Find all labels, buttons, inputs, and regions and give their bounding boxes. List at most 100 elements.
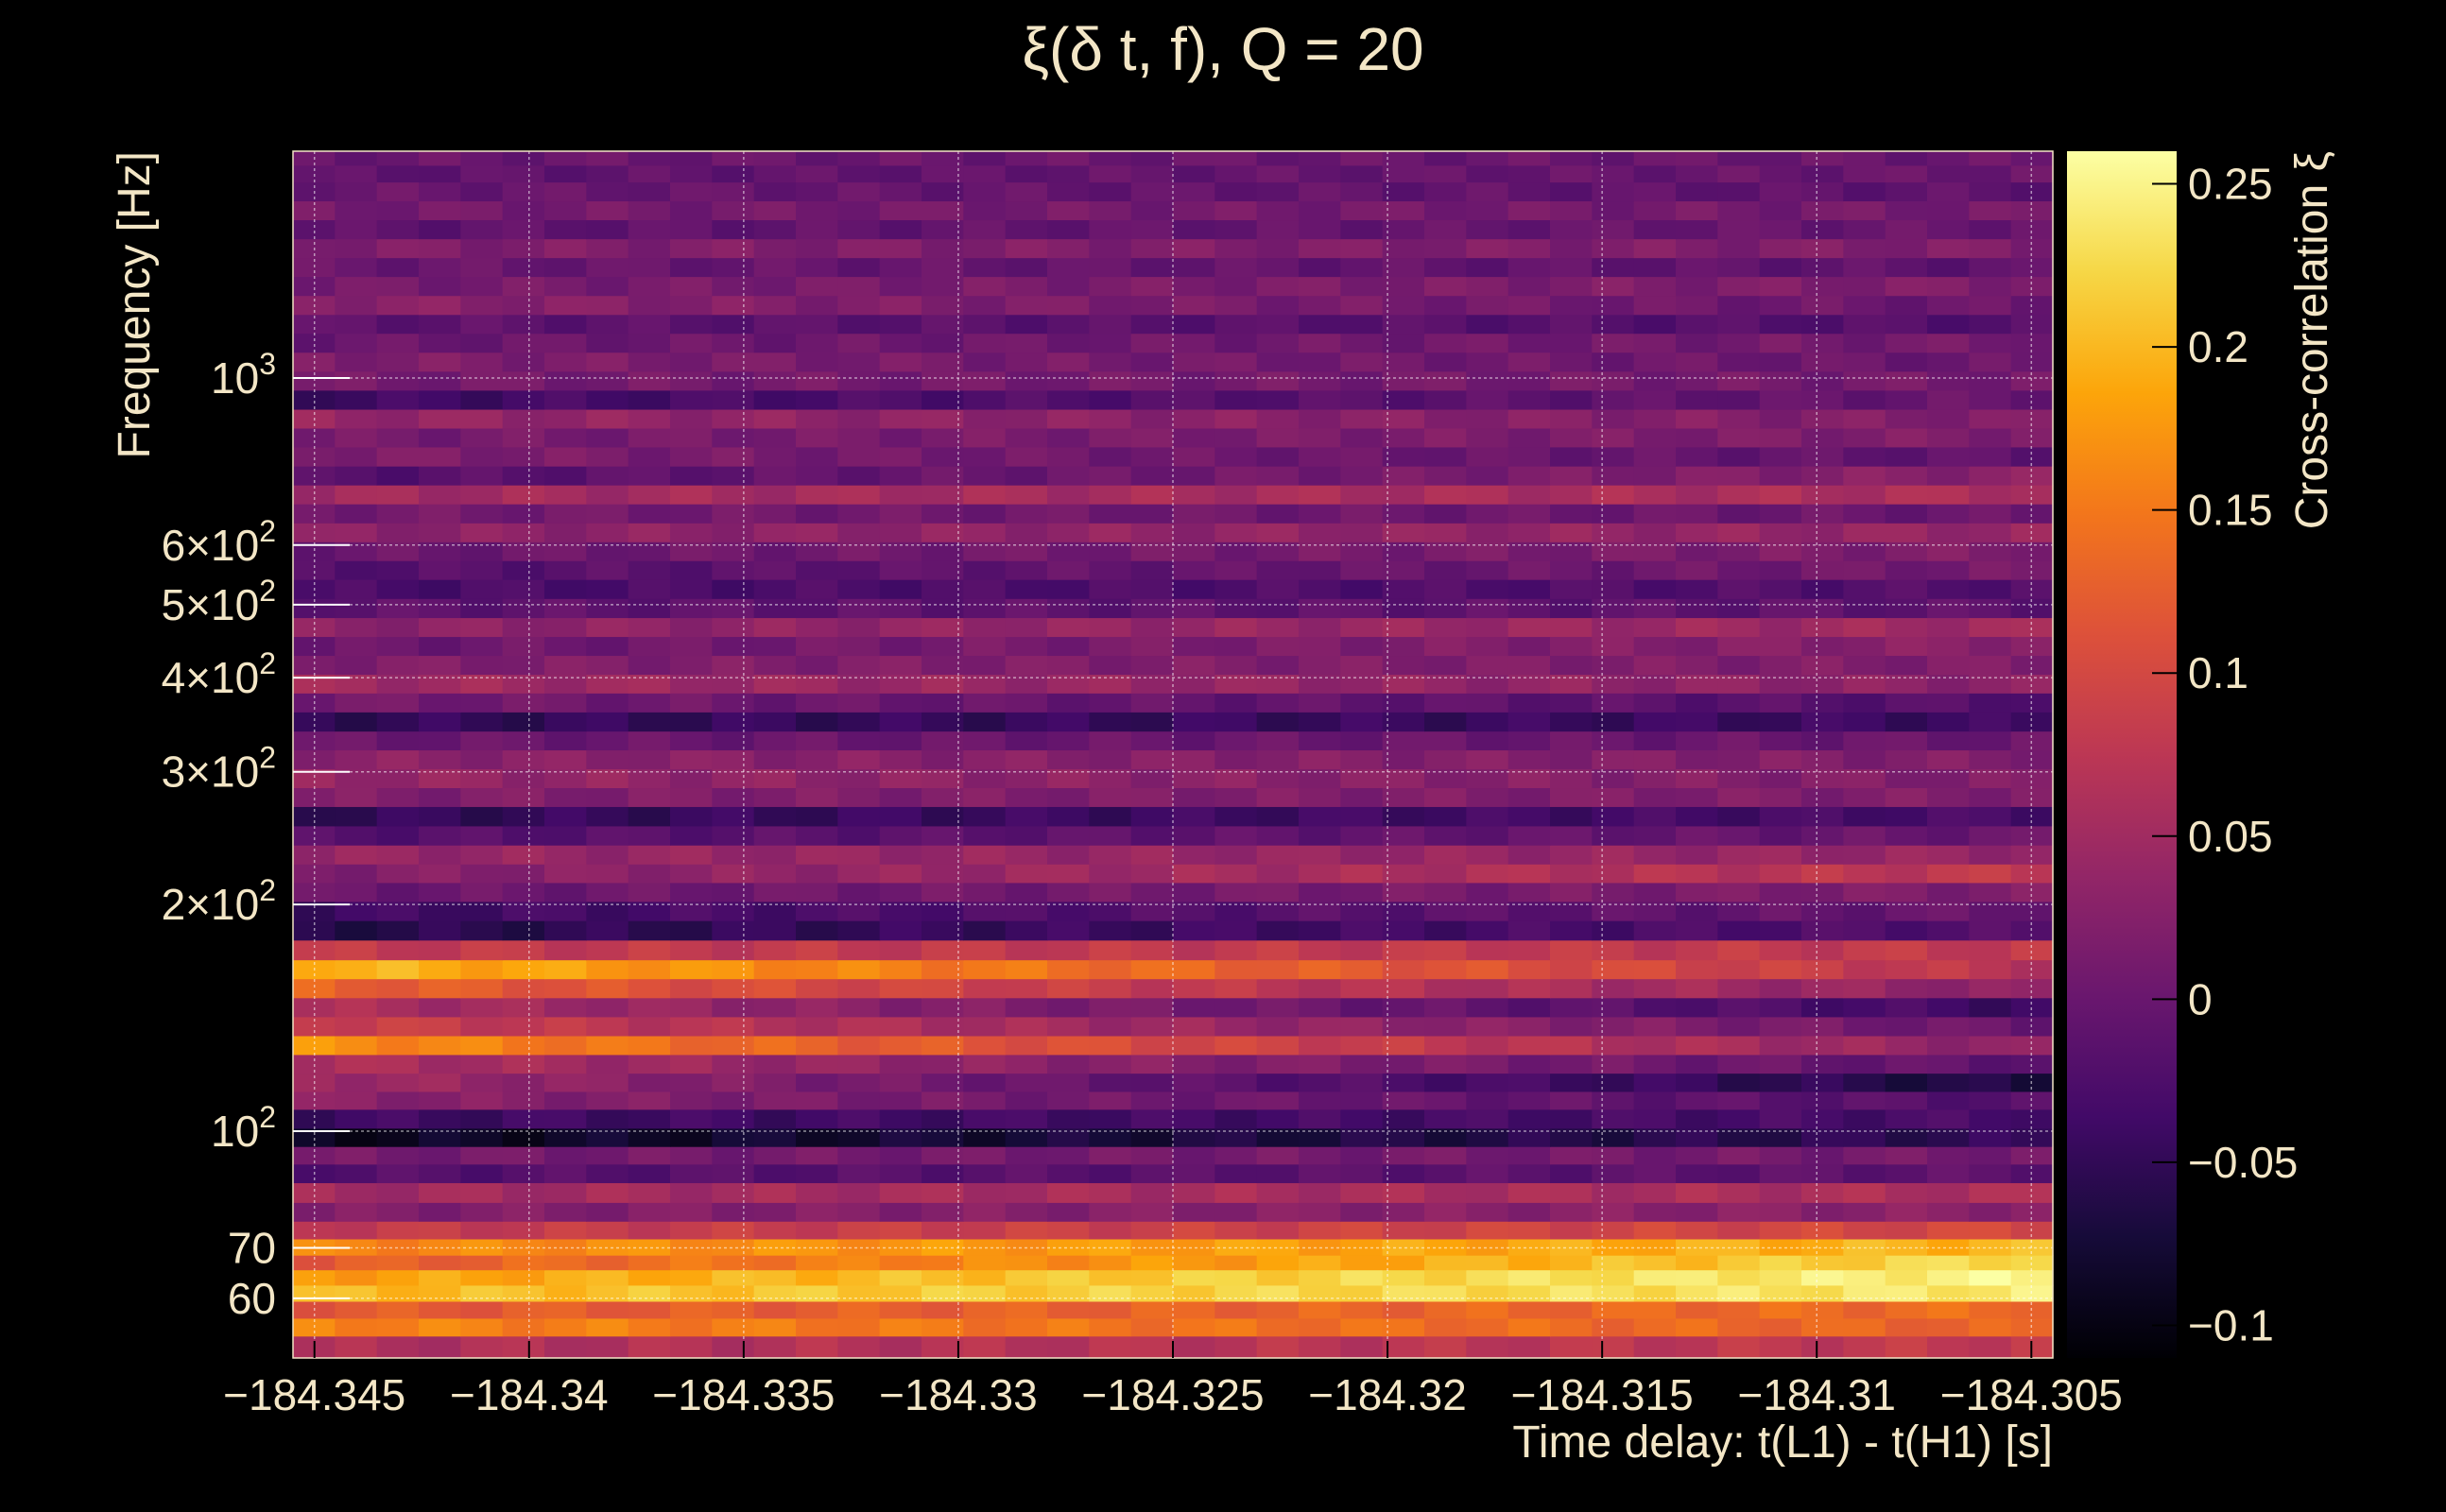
heatmap-cell (419, 200, 461, 221)
heatmap-cell (293, 939, 336, 961)
heatmap-cell (1801, 1073, 1844, 1092)
heatmap-cell (502, 1221, 545, 1240)
heatmap-cell (1843, 598, 1886, 619)
heatmap-cell (419, 959, 461, 980)
heatmap-cell (1927, 674, 1970, 694)
heatmap-cell (335, 1073, 378, 1092)
heatmap-cell (1507, 541, 1551, 561)
heatmap-cell (1633, 845, 1677, 865)
heatmap-cell (1130, 693, 1174, 713)
heatmap-cell (796, 1073, 838, 1092)
heatmap-cell (879, 1255, 922, 1271)
heatmap-cell (335, 730, 378, 751)
heatmap-cell (586, 466, 629, 486)
heatmap-cell (1927, 655, 1970, 676)
heatmap-cell (1507, 151, 1551, 166)
heatmap-cell (1676, 427, 1718, 448)
heatmap-cell (1005, 485, 1048, 505)
heatmap-cell (2010, 1238, 2054, 1256)
heatmap-cell (753, 1317, 797, 1337)
heatmap-cell (796, 978, 838, 999)
heatmap-cell (2010, 997, 2054, 1018)
heatmap-cell (1550, 560, 1593, 580)
heatmap-cell (2010, 864, 2054, 884)
heatmap-cell (544, 200, 587, 221)
heatmap-cell (1173, 181, 1215, 202)
heatmap-cell (628, 712, 671, 732)
heatmap-cell (2010, 617, 2054, 638)
heatmap-cell (1507, 523, 1551, 542)
heatmap-cell (1592, 997, 1635, 1018)
heatmap-cell (1676, 864, 1718, 884)
heatmap-cell (1173, 314, 1215, 335)
heatmap-cell (1005, 845, 1048, 865)
heatmap-cell (1047, 164, 1090, 183)
heatmap-cell (2010, 845, 2054, 865)
heatmap-cell (1676, 1202, 1718, 1222)
heatmap-cell (1759, 466, 1802, 486)
heatmap-cell (1089, 408, 1132, 429)
heatmap-cell (1005, 1202, 1048, 1222)
heatmap-cell (963, 1146, 1007, 1165)
heatmap-cell (293, 1108, 336, 1129)
heatmap-cell (963, 978, 1007, 999)
heatmap-cell (1047, 1255, 1090, 1271)
heatmap-cell (1759, 164, 1802, 183)
heatmap-cell (628, 181, 671, 202)
heatmap-cell (586, 181, 629, 202)
heatmap-cell (1676, 959, 1718, 980)
heatmap-cell (670, 389, 713, 410)
heatmap-cell (1047, 1035, 1090, 1056)
heatmap-cell (796, 541, 838, 561)
heatmap-cell (1173, 959, 1215, 980)
heatmap-cell (1214, 257, 1258, 278)
heatmap-cell (628, 864, 671, 884)
heatmap-cell (2010, 1300, 2054, 1319)
heatmap-cell (1130, 1255, 1174, 1271)
heatmap-cell (1130, 768, 1174, 789)
heatmap-cell (753, 314, 797, 335)
heatmap-cell (1550, 1317, 1593, 1337)
heatmap-cell (586, 352, 629, 372)
heatmap-cell (1089, 1300, 1132, 1319)
heatmap-cell (1256, 1202, 1300, 1222)
heatmap-cell (1592, 806, 1635, 827)
heatmap-cell (837, 181, 881, 202)
heatmap-cell (1382, 1127, 1425, 1147)
heatmap-cell (460, 882, 504, 902)
heatmap-cell (502, 1035, 545, 1056)
heatmap-cell (1382, 295, 1425, 316)
heatmap-cell (1550, 352, 1593, 372)
heatmap-cell (1005, 997, 1048, 1018)
heatmap-cell (837, 276, 881, 297)
heatmap-cell (1843, 959, 1886, 980)
heatmap-cell (1299, 504, 1341, 524)
heatmap-cell (1885, 749, 1928, 770)
heatmap-cell (1550, 1255, 1593, 1271)
heatmap-cell (1299, 219, 1341, 240)
heatmap-cell (1214, 864, 1258, 884)
heatmap-cell (1130, 825, 1174, 846)
heatmap-cell (1592, 276, 1635, 297)
heatmap-cell (922, 466, 964, 486)
heatmap-cell (1969, 333, 2012, 353)
heatmap-cell (1969, 579, 2012, 599)
heatmap-cell (335, 768, 378, 789)
heatmap-cell (502, 579, 545, 599)
heatmap-cell (1173, 806, 1215, 827)
heatmap-cell (1633, 1127, 1677, 1147)
heatmap-cell (1843, 427, 1886, 448)
grid-lines (292, 150, 2054, 1359)
heatmap-cell (1047, 579, 1090, 599)
heatmap-cell (1759, 1221, 1802, 1240)
heatmap-cell (2010, 1035, 2054, 1056)
heatmap-cell (1550, 181, 1593, 202)
heatmap-cell (335, 523, 378, 542)
heatmap-cell (1047, 939, 1090, 961)
heatmap-cell (1507, 1146, 1551, 1165)
heatmap-cell (544, 352, 587, 372)
heatmap-cell (460, 825, 504, 846)
heatmap-cell (586, 1202, 629, 1222)
heatmap-cell (1047, 352, 1090, 372)
heatmap-cell (712, 504, 755, 524)
